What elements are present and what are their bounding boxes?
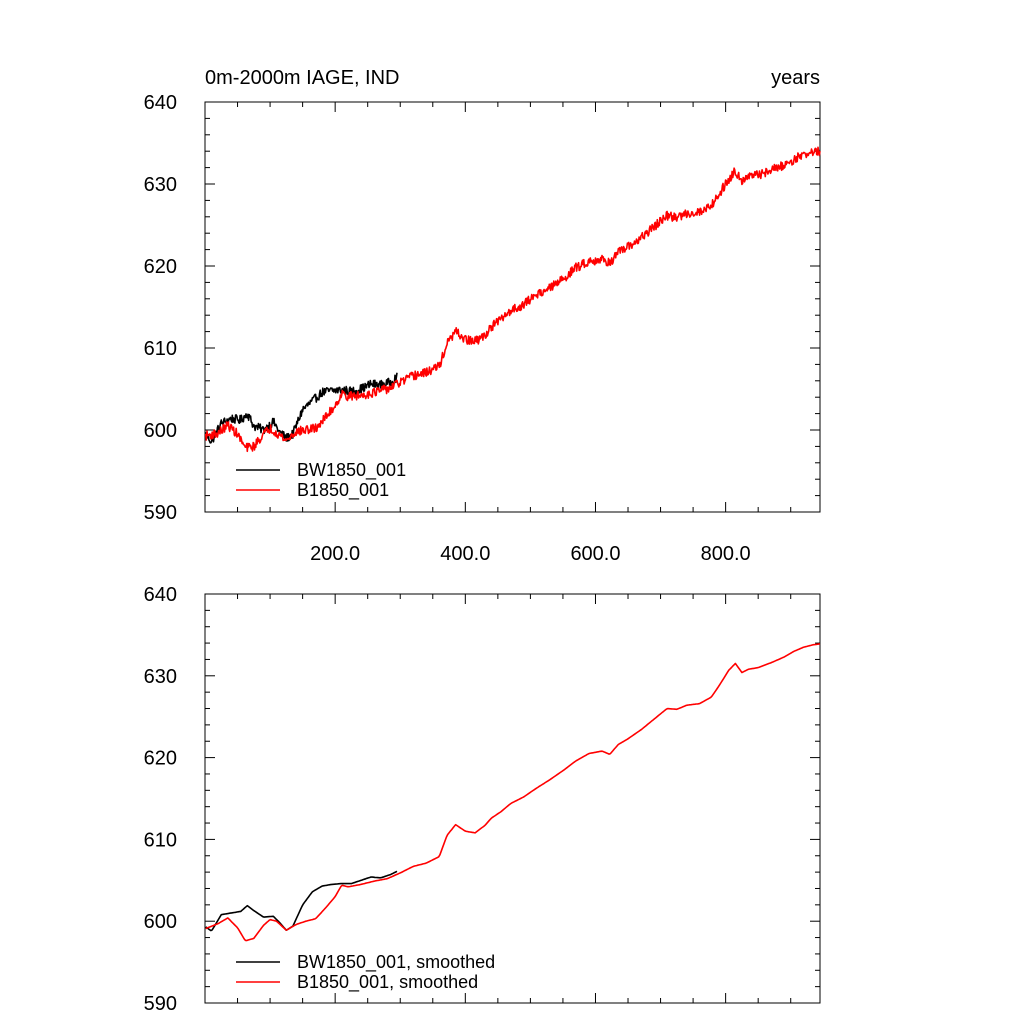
x-tick-label: 800.0	[701, 543, 751, 565]
x-tick-label: 200.0	[310, 543, 360, 565]
legend-label: BW1850_001	[297, 460, 406, 481]
series-line-b1850	[204, 146, 821, 453]
y-tick-label: 590	[144, 993, 177, 1015]
plot-frame	[204, 101, 821, 513]
legend-label: BW1850_001, smoothed	[297, 952, 495, 973]
y-tick-label: 620	[144, 256, 177, 278]
x-tick-label: 600.0	[570, 543, 620, 565]
y-tick-label: 590	[144, 502, 177, 524]
bottom-panel: 590 600 610 620 630 640 BW1850_001, smoothedB1…	[144, 584, 821, 1015]
series-line-bw1850	[204, 372, 398, 444]
y-tick-label: 630	[144, 666, 177, 688]
units-label: years	[771, 67, 820, 89]
top-panel: 590 600 610 620 630 640 200.0 400.0 600.0 800.0 BW…	[144, 92, 821, 565]
legend-label: B1850_001, smoothed	[297, 972, 478, 993]
y-tick-label: 630	[144, 174, 177, 196]
x-tick-label: 400.0	[440, 543, 490, 565]
y-tick-label: 600	[144, 420, 177, 442]
y-tick-label: 610	[144, 829, 177, 851]
series-line-bw1850	[205, 870, 398, 932]
plot-frame	[204, 593, 821, 1004]
y-tick-label: 600	[144, 911, 177, 933]
legend-label: B1850_001	[297, 480, 389, 501]
y-tick-label: 640	[144, 584, 177, 606]
chart-title: 0m-2000m IAGE, IND	[205, 67, 400, 89]
series-line-b1850	[205, 643, 821, 942]
y-tick-label: 620	[144, 748, 177, 770]
y-tick-label: 610	[144, 338, 177, 360]
y-tick-label: 640	[144, 92, 177, 114]
